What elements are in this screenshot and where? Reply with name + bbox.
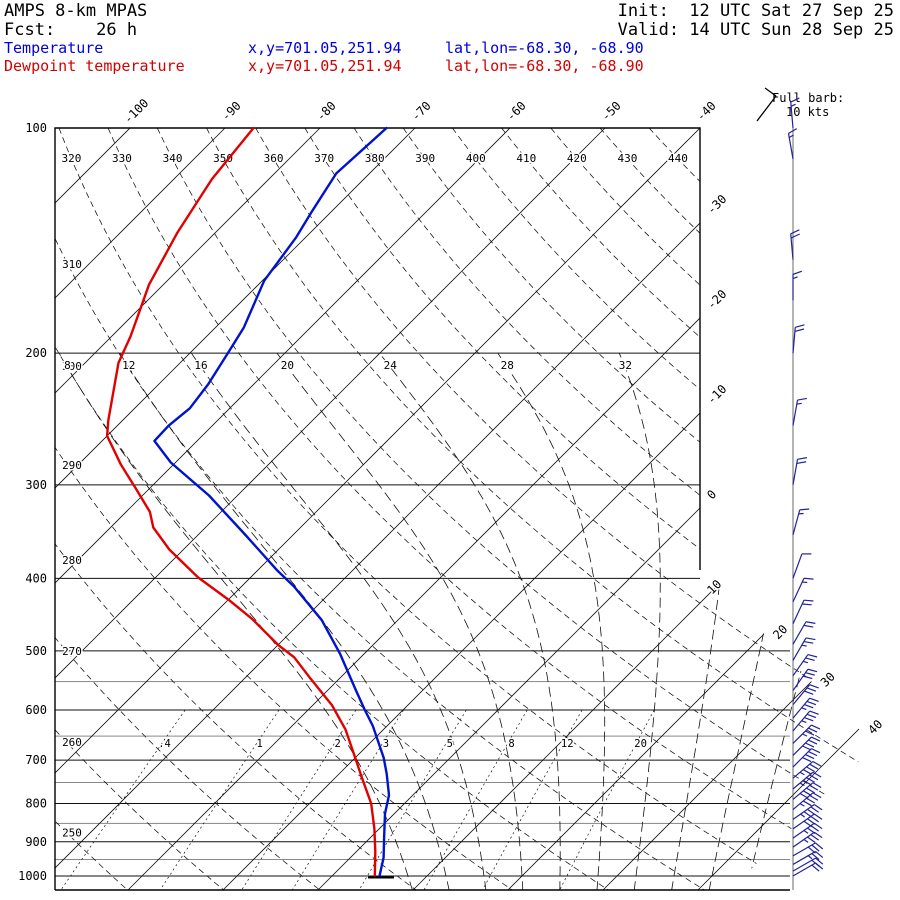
svg-text:20: 20 (770, 622, 790, 642)
svg-text:340: 340 (163, 152, 183, 165)
svg-text:360: 360 (264, 152, 284, 165)
svg-text:20: 20 (281, 359, 294, 372)
temperature-legend-label: Temperature (4, 39, 104, 57)
svg-text:1000: 1000 (18, 869, 47, 883)
svg-text:380: 380 (365, 152, 385, 165)
svg-text:-50: -50 (599, 99, 624, 124)
svg-text:900: 900 (25, 835, 47, 849)
svg-text:-60: -60 (504, 99, 529, 124)
svg-text:2: 2 (334, 738, 340, 750)
svg-text:100: 100 (25, 121, 47, 135)
svg-text:430: 430 (617, 152, 637, 165)
svg-text:400: 400 (466, 152, 486, 165)
page-title: AMPS 8-km MPAS (4, 1, 148, 21)
dewpoint-curve (105, 126, 377, 878)
wind-barb-column (787, 97, 824, 890)
plot-border (54, 127, 790, 891)
svg-text:370: 370 (314, 152, 334, 165)
svg-text:300: 300 (62, 360, 82, 373)
svg-text:8: 8 (508, 738, 514, 750)
svg-text:32: 32 (619, 359, 632, 372)
svg-text:250: 250 (62, 826, 82, 839)
svg-text:3: 3 (383, 738, 389, 750)
forecast-hour: Fcst: 26 h (4, 20, 138, 40)
dewpoint-latlon: lat,lon=-68.30, -68.90 (445, 57, 644, 75)
svg-text:390: 390 (415, 152, 435, 165)
dewpoint-grid-point: x,y=701.05,251.94 (248, 57, 402, 75)
full-barb-icon (756, 87, 777, 122)
svg-text:290: 290 (62, 459, 82, 472)
mixing-ratio-lines (59, 709, 655, 890)
temperature-curve (153, 126, 391, 878)
svg-text:-100: -100 (121, 96, 151, 126)
svg-text:440: 440 (668, 152, 688, 165)
svg-text:330: 330 (112, 152, 132, 165)
svg-text:40: 40 (865, 717, 885, 737)
svg-text:-30: -30 (704, 192, 729, 217)
svg-text:12: 12 (561, 738, 574, 750)
svg-text:12: 12 (122, 359, 135, 372)
svg-text:600: 600 (25, 703, 47, 717)
svg-text:8: 8 (64, 359, 71, 372)
svg-text:-70: -70 (409, 99, 434, 124)
svg-text:310: 310 (62, 258, 82, 271)
svg-text:800: 800 (25, 797, 47, 811)
svg-text:20: 20 (634, 738, 647, 750)
svg-text:.4: .4 (158, 738, 171, 750)
svg-text:200: 200 (25, 346, 47, 360)
svg-text:700: 700 (25, 753, 47, 767)
svg-text:320: 320 (62, 152, 82, 165)
dewpoint-legend-label: Dewpoint temperature (4, 57, 185, 75)
moist-adiabats (58, 352, 875, 890)
svg-text:270: 270 (62, 645, 82, 658)
init-time: Init: 12 UTC Sat 27 Sep 25 (617, 1, 894, 21)
temperature-latlon: lat,lon=-68.30, -68.90 (445, 39, 644, 57)
svg-text:0: 0 (704, 487, 719, 502)
svg-text:16: 16 (194, 359, 207, 372)
barb-legend-line2: 10 kts (786, 105, 830, 119)
svg-text:28: 28 (501, 359, 514, 372)
isotherms (55, 128, 875, 890)
svg-text:350: 350 (213, 152, 233, 165)
plot-area (55, 128, 875, 890)
svg-text:300: 300 (25, 478, 47, 492)
temperature-grid-point: x,y=701.05,251.94 (248, 39, 402, 57)
svg-text:-80: -80 (314, 99, 339, 124)
valid-time: Valid: 14 UTC Sun 28 Sep 25 (617, 20, 894, 40)
svg-text:280: 280 (62, 554, 82, 567)
svg-text:-40: -40 (694, 99, 719, 124)
svg-text:5: 5 (447, 738, 453, 750)
svg-text:24: 24 (384, 359, 398, 372)
dry-adiabats (55, 128, 875, 890)
svg-text:-10: -10 (704, 382, 729, 407)
svg-text:410: 410 (516, 152, 536, 165)
svg-text:30: 30 (818, 670, 838, 690)
svg-text:10: 10 (704, 577, 724, 597)
isobars (55, 127, 790, 877)
svg-text:500: 500 (25, 644, 47, 658)
svg-text:420: 420 (567, 152, 587, 165)
svg-text:1: 1 (256, 738, 262, 750)
svg-text:260: 260 (62, 736, 82, 749)
svg-text:400: 400 (25, 571, 47, 585)
svg-text:-90: -90 (219, 99, 244, 124)
svg-text:-20: -20 (704, 287, 729, 312)
